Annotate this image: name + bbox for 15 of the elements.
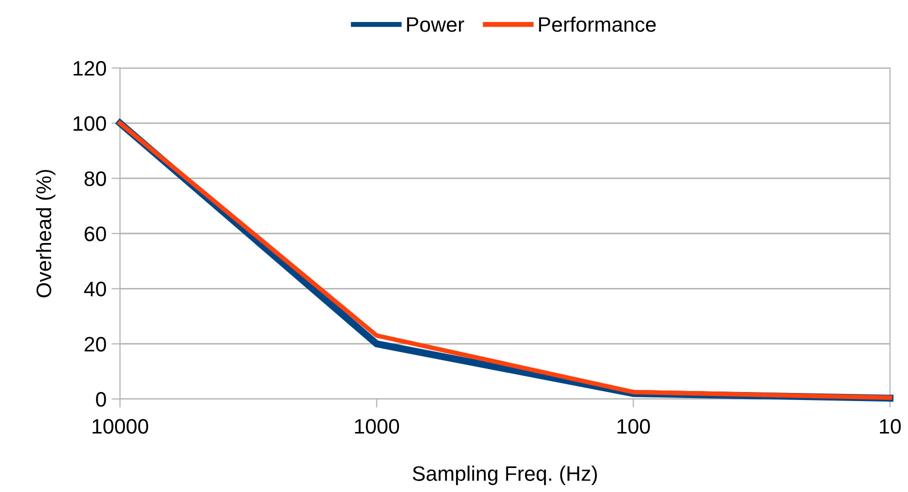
y-tick-label: 100: [74, 116, 106, 131]
y-tick-label: 60: [84, 226, 106, 242]
y-tick-label: 20: [84, 336, 106, 352]
y-tick-label: 0: [96, 392, 106, 407]
x-axis-title: Sampling Freq. (Hz): [412, 466, 597, 486]
y-tick-label: 120: [74, 61, 106, 76]
x-tick-label: 100: [618, 418, 650, 434]
y-tick-label: 80: [84, 171, 106, 186]
y-tick-label: 40: [84, 282, 106, 296]
x-tick-label: 10000: [92, 418, 148, 434]
x-tick-label: 1000: [355, 418, 400, 434]
legend-label: Performance: [539, 16, 656, 32]
x-tick-label: 10: [880, 418, 901, 434]
legend-label: Power: [407, 17, 464, 32]
y-axis-title: Overhead (%): [36, 170, 56, 298]
